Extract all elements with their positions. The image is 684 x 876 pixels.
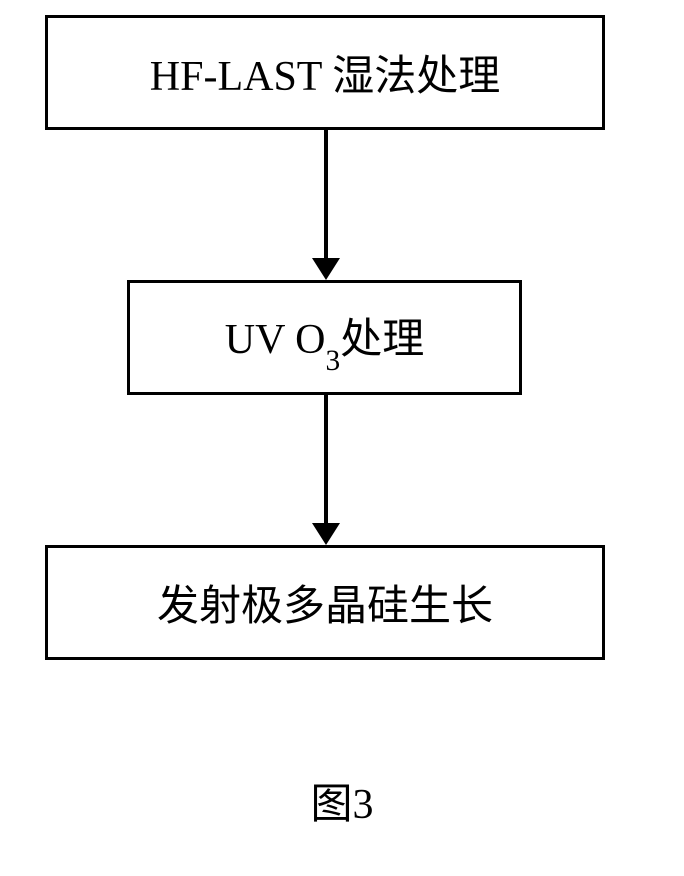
arrow-head-icon xyxy=(312,258,340,280)
flow-node-label: HF-LAST 湿法处理 xyxy=(150,42,500,103)
flow-node-uv-o3: UV O3处理 xyxy=(127,280,522,395)
flowchart-container: HF-LAST 湿法处理 UV O3处理 发射极多晶硅生长 图3 xyxy=(0,0,684,876)
figure-caption: 图3 xyxy=(310,770,373,831)
flow-node-hf-last: HF-LAST 湿法处理 xyxy=(45,15,605,130)
arrow-line xyxy=(324,130,328,258)
flow-node-label: UV O3处理 xyxy=(225,305,424,370)
flow-node-emitter-poly: 发射极多晶硅生长 xyxy=(45,545,605,660)
arrow-line xyxy=(324,395,328,523)
caption-text: 图3 xyxy=(310,782,373,828)
arrow-head-icon xyxy=(312,523,340,545)
flow-node-label: 发射极多晶硅生长 xyxy=(157,572,493,633)
